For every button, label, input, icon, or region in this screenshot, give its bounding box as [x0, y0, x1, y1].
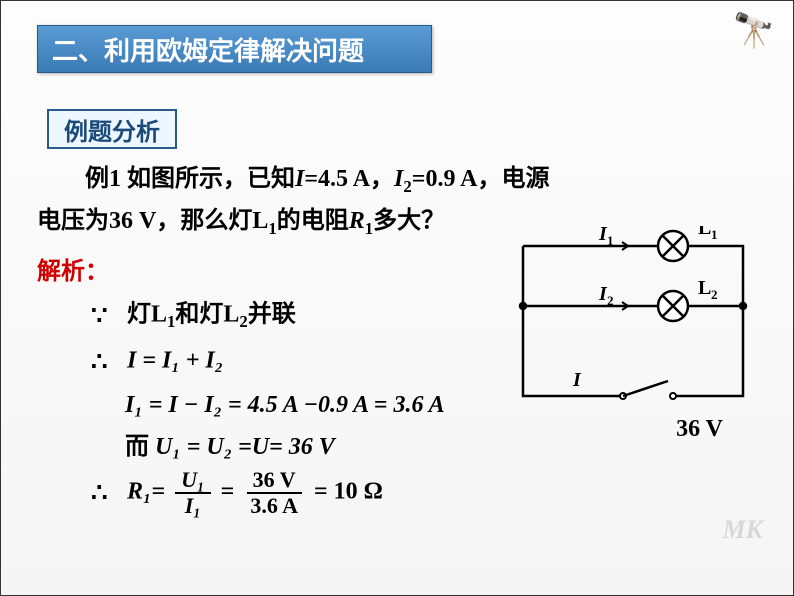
section-title: 二、利用欧姆定律解决问题	[52, 31, 364, 68]
fraction: U₁ I₁	[175, 468, 211, 518]
example-tag-label: 例题分析	[64, 112, 160, 147]
step: 和灯L	[175, 301, 239, 327]
step: I₁ = I − I₂ = 4.5 A −0.9 A = 3.6 A	[125, 392, 445, 418]
watermark: MK	[723, 515, 763, 545]
svg-text:1: 1	[607, 233, 614, 248]
section-header: 二、利用欧姆定律解决问题	[37, 25, 432, 73]
step: 而	[125, 434, 155, 460]
svg-text:2: 2	[711, 287, 718, 302]
label-l2: L	[698, 277, 711, 299]
analysis-label: 解析：	[37, 259, 109, 285]
fraction: 36 V 3.6 A	[244, 468, 304, 518]
problem-part: 电压为36 V，那么灯L	[37, 208, 268, 234]
svg-text:2: 2	[607, 293, 614, 308]
step: R₁=	[127, 479, 165, 505]
frac-den: 3.6 A	[244, 494, 304, 518]
binoculars-icon: 🔭	[733, 11, 775, 51]
frac-num: U₁	[175, 468, 211, 494]
voltage-label: 36 V	[676, 416, 723, 443]
circuit-diagram: I1 I2 I L1 L2	[503, 226, 763, 416]
frac-num: 36 V	[247, 468, 302, 494]
problem-part: =4.5 A，	[304, 166, 394, 192]
step: = 10 Ω	[314, 479, 383, 505]
label-l1: L	[698, 226, 711, 239]
step: U₁ = U₂ =U= 36 V	[155, 434, 335, 460]
problem-part: 例1 如图所示，已知	[85, 166, 295, 192]
problem-part: 多大？	[373, 208, 445, 234]
problem-part: =0.9 A，电源	[412, 166, 550, 192]
label-i: I	[572, 369, 582, 391]
problem-part: 的电阻	[277, 208, 349, 234]
step: 并联	[248, 301, 296, 327]
frac-den: I₁	[179, 494, 207, 518]
example-tag: 例题分析	[47, 109, 177, 149]
svg-text:1: 1	[711, 227, 718, 242]
step: I = I₁ + I₂	[127, 347, 223, 373]
step: 灯L	[127, 301, 167, 327]
